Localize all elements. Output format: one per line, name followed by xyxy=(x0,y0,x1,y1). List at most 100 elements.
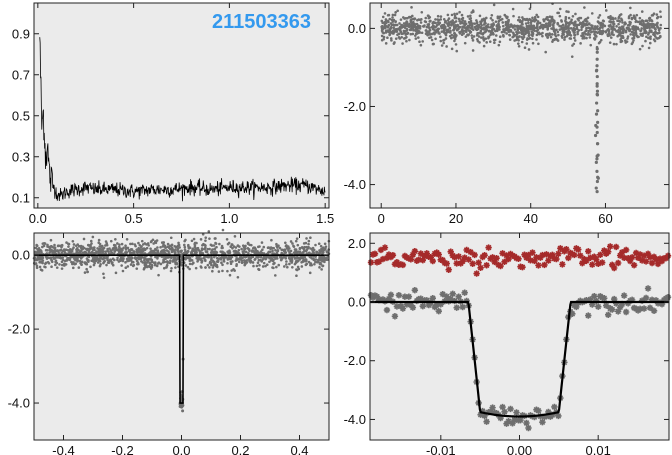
data-point xyxy=(270,246,274,250)
data-point xyxy=(270,238,273,242)
data-point xyxy=(325,256,329,260)
data-point xyxy=(633,17,637,21)
data-point xyxy=(394,11,397,14)
residual-point xyxy=(565,254,572,262)
data-point xyxy=(453,12,456,16)
data-point xyxy=(389,37,393,40)
data-point xyxy=(124,244,127,248)
data-point xyxy=(610,27,613,31)
data-point xyxy=(610,295,618,303)
data-point xyxy=(266,251,270,255)
data-point xyxy=(573,39,577,42)
data-point xyxy=(215,245,218,249)
data-point xyxy=(438,21,442,25)
panel-bottom-left-marks xyxy=(32,228,331,413)
data-point xyxy=(565,10,568,13)
data-point xyxy=(629,33,632,36)
data-point xyxy=(273,261,276,265)
residual-point xyxy=(503,252,510,259)
data-point xyxy=(126,259,129,263)
data-point xyxy=(429,33,432,36)
data-point xyxy=(208,266,211,269)
x-tick-label: 1.5 xyxy=(316,211,334,226)
data-point xyxy=(380,24,384,28)
data-point xyxy=(296,259,300,263)
residual-point xyxy=(539,251,546,259)
data-point xyxy=(234,246,238,249)
data-point xyxy=(77,266,81,269)
data-point xyxy=(180,263,183,267)
residual-point xyxy=(411,247,419,255)
data-point xyxy=(404,29,407,33)
data-point xyxy=(488,40,492,43)
data-point xyxy=(204,259,207,263)
data-point xyxy=(391,32,395,35)
data-point xyxy=(188,267,191,271)
data-point xyxy=(419,18,422,22)
data-point xyxy=(70,255,74,259)
residual-point xyxy=(463,246,470,254)
data-point xyxy=(403,301,411,308)
residual-point xyxy=(543,251,550,258)
data-point xyxy=(427,16,431,20)
data-point xyxy=(441,24,444,28)
data-point xyxy=(561,23,565,27)
data-point xyxy=(281,256,284,260)
data-point xyxy=(418,30,421,33)
x-tick-label: 1.0 xyxy=(220,211,238,226)
data-point xyxy=(157,273,160,277)
data-point xyxy=(596,27,600,31)
data-point xyxy=(392,18,396,22)
data-point xyxy=(178,246,181,249)
data-point xyxy=(496,29,499,33)
x-tick-label: 0.5 xyxy=(125,211,143,226)
data-point xyxy=(58,263,61,266)
data-point xyxy=(99,251,102,255)
panel-top-left: 0.0 0.5 1.0 1.5 0.1 0.3 0.5 0.7 0.9 211503363 xyxy=(12,2,334,226)
data-point xyxy=(417,295,425,302)
data-point xyxy=(304,241,308,245)
data-point xyxy=(434,21,437,25)
x-tick-label: 60 xyxy=(598,211,612,226)
residual-point xyxy=(473,270,480,277)
residual-point xyxy=(485,244,492,251)
data-point xyxy=(169,269,173,273)
data-point xyxy=(659,27,662,30)
data-point xyxy=(77,248,80,252)
data-point xyxy=(319,244,323,248)
data-point xyxy=(221,228,225,232)
data-point xyxy=(419,21,423,24)
data-point xyxy=(601,23,605,27)
residual-point xyxy=(407,256,415,263)
data-point xyxy=(308,255,312,259)
data-point xyxy=(576,30,579,34)
data-point xyxy=(399,305,407,312)
residual-point xyxy=(443,260,450,267)
data-point xyxy=(211,269,214,273)
data-point xyxy=(72,261,75,264)
residual-point xyxy=(634,254,642,262)
data-point xyxy=(117,248,120,251)
data-point xyxy=(86,270,89,274)
data-point xyxy=(399,18,403,21)
data-point xyxy=(520,35,524,39)
data-point xyxy=(216,256,219,260)
data-point xyxy=(607,15,610,19)
data-point xyxy=(498,40,502,44)
residual-point xyxy=(608,261,616,269)
data-point xyxy=(642,294,650,302)
data-point xyxy=(573,27,577,31)
data-point xyxy=(255,264,259,268)
data-point xyxy=(392,26,396,30)
data-point xyxy=(68,249,71,252)
data-point xyxy=(561,36,564,39)
residual-point xyxy=(399,261,407,269)
residual-point xyxy=(577,252,584,259)
transit-point xyxy=(594,160,598,164)
data-point xyxy=(517,42,520,45)
data-point xyxy=(393,13,397,17)
data-point xyxy=(204,266,207,269)
data-point xyxy=(413,25,417,29)
data-point xyxy=(439,35,442,39)
data-point xyxy=(423,297,431,304)
